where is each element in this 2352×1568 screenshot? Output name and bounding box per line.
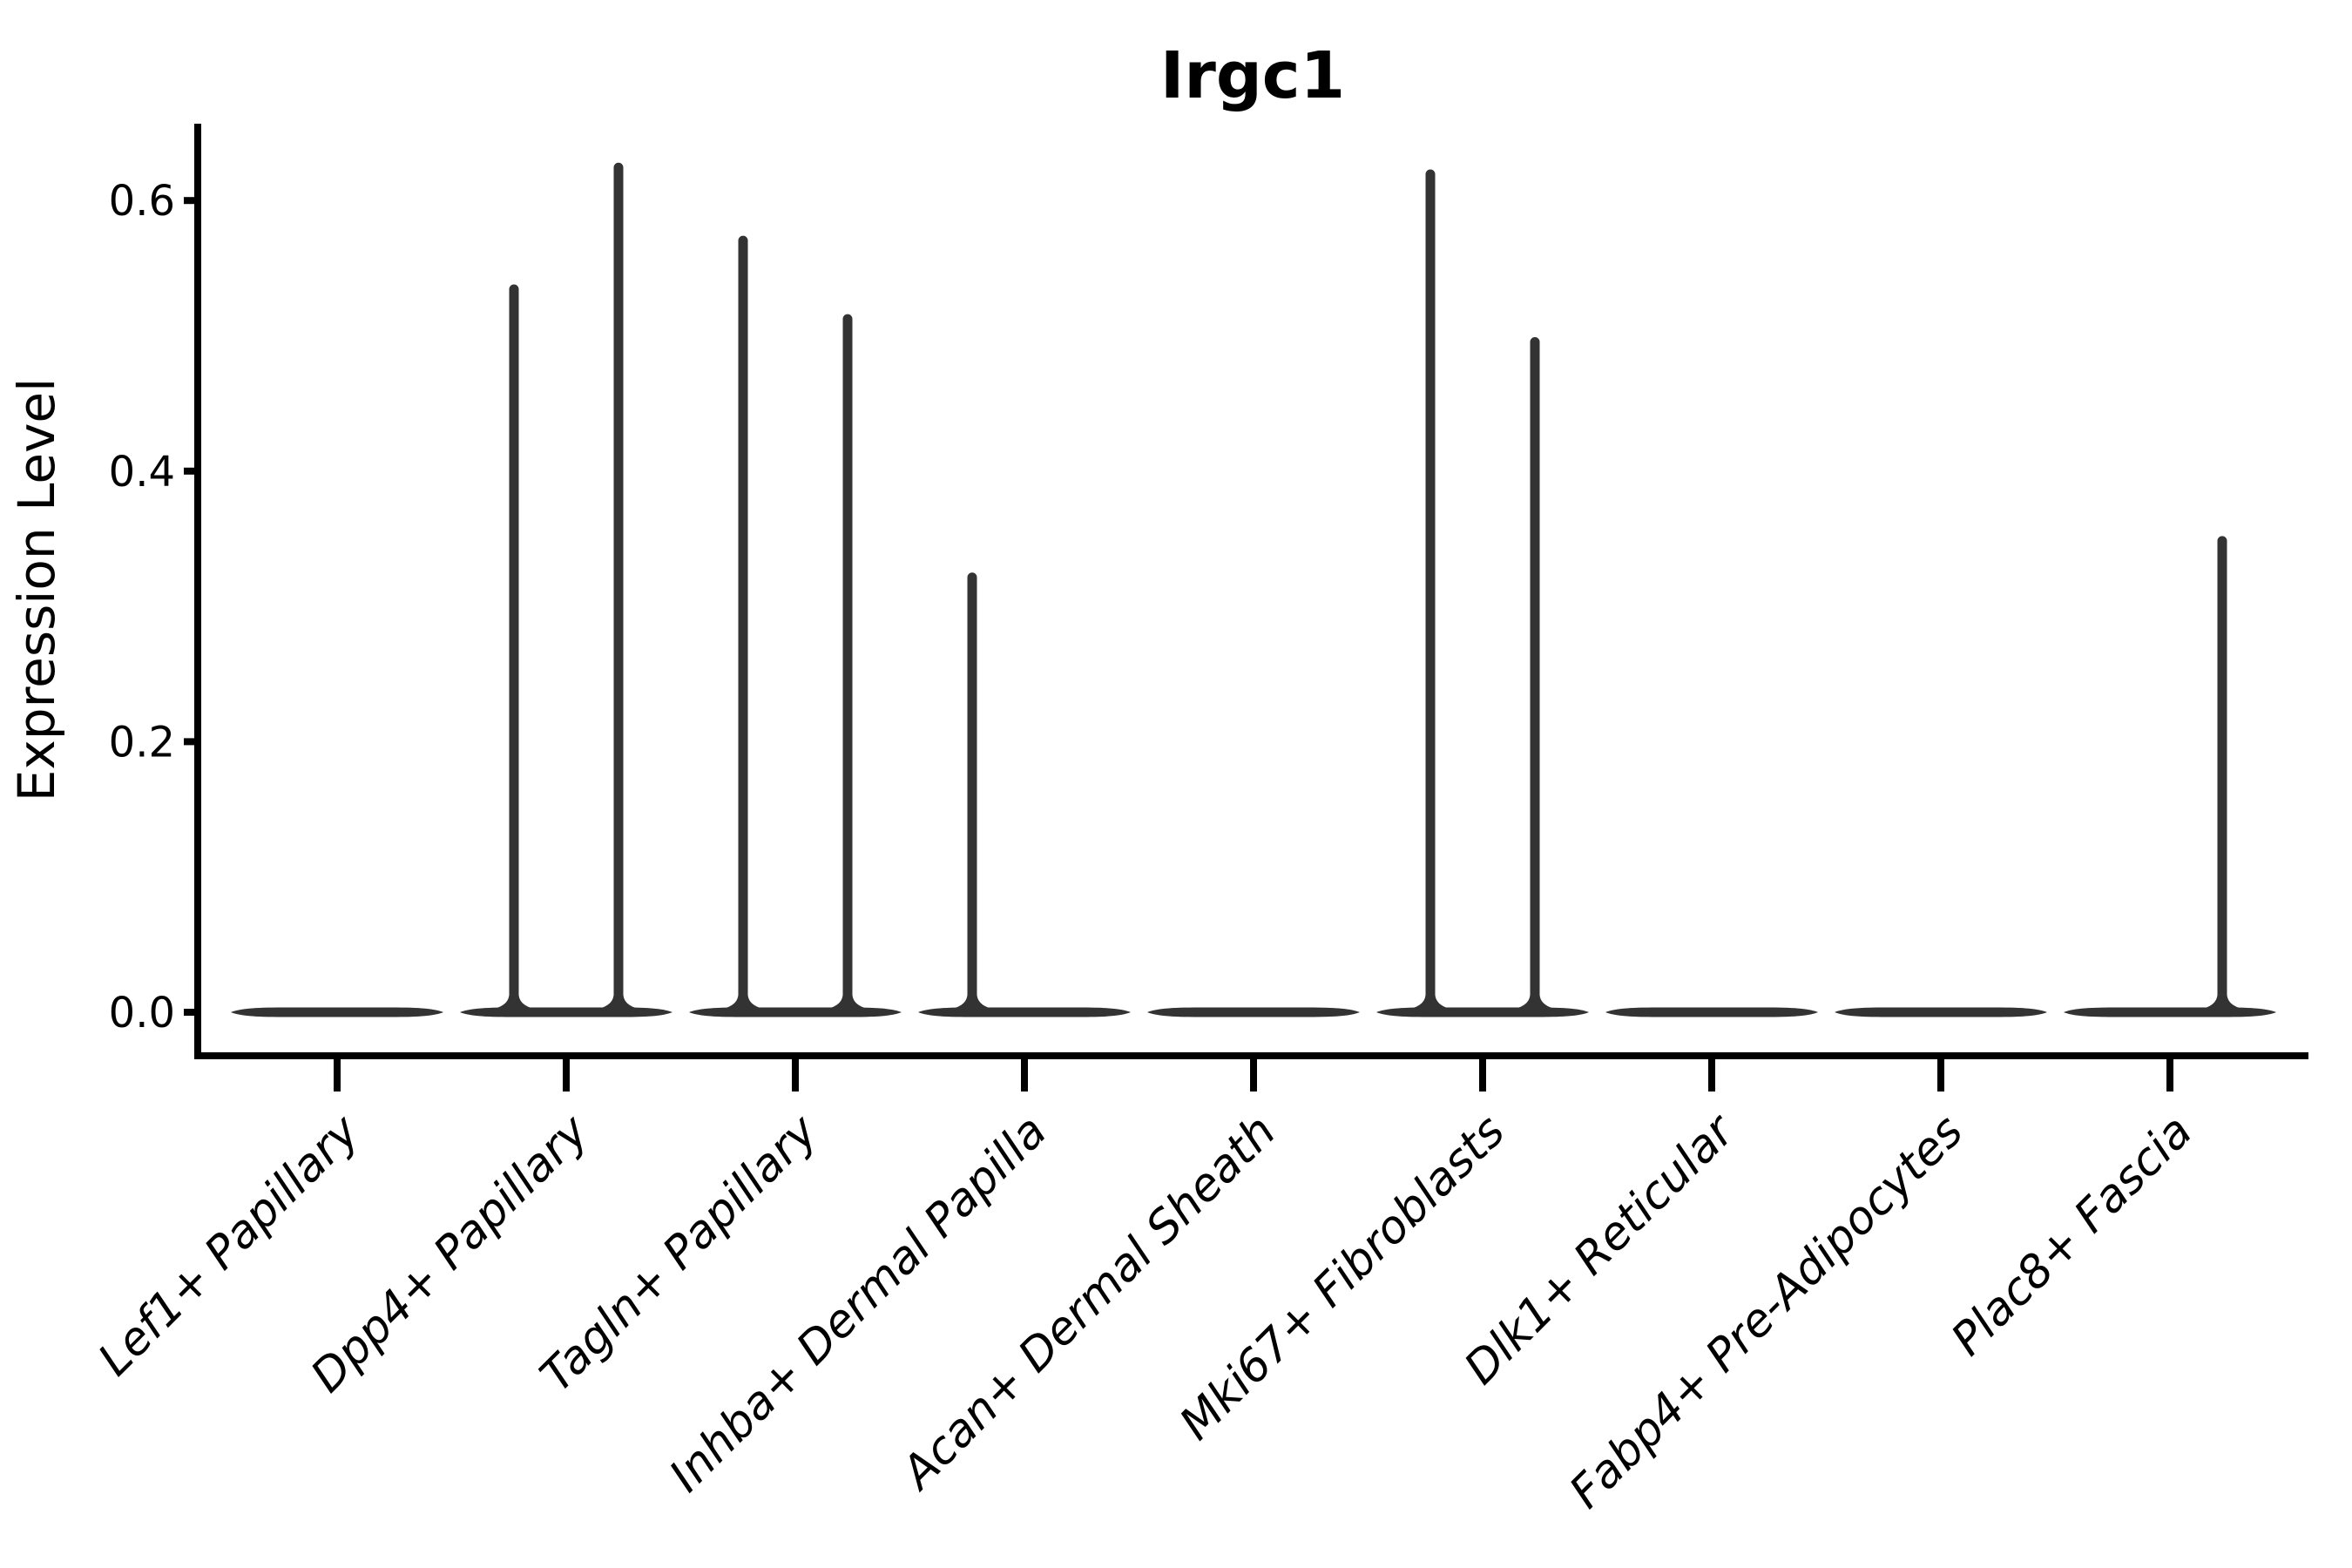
y-tick xyxy=(184,738,198,746)
y-axis-label: Expression Level xyxy=(7,378,66,801)
x-tick xyxy=(1937,1059,1944,1092)
x-tick xyxy=(334,1059,341,1092)
y-tick xyxy=(184,197,198,205)
x-tick xyxy=(792,1059,799,1092)
violin-spike xyxy=(946,572,998,1013)
violin-spike xyxy=(1509,337,1561,1014)
violin xyxy=(1605,1007,1818,1017)
y-tick-label: 0.4 xyxy=(109,448,175,497)
violin-spike xyxy=(717,235,769,1013)
violin xyxy=(1835,1007,2047,1017)
y-tick-label: 0.0 xyxy=(109,989,175,1037)
violin-base xyxy=(231,1007,443,1017)
x-tick xyxy=(1021,1059,1028,1092)
violin-base xyxy=(1147,1007,1360,1017)
violin-spike xyxy=(592,162,645,1013)
y-tick xyxy=(184,1009,198,1016)
violin xyxy=(1147,1007,1360,1017)
x-category-label: Acan+ Dermal Sheath xyxy=(890,1105,1286,1501)
y-tick-label: 0.6 xyxy=(109,177,175,226)
violin xyxy=(460,162,672,1017)
x-tick xyxy=(1479,1059,1486,1092)
chart-title: Irgc1 xyxy=(1160,38,1345,113)
violin xyxy=(231,1007,443,1017)
violin-spike xyxy=(488,284,540,1014)
y-tick-label: 0.2 xyxy=(109,718,175,767)
violin-base xyxy=(1835,1007,2047,1017)
y-tick xyxy=(184,467,198,475)
violin xyxy=(689,235,902,1017)
x-tick xyxy=(1708,1059,1715,1092)
x-tick xyxy=(2166,1059,2173,1092)
violin xyxy=(2064,536,2276,1017)
violin-spike xyxy=(2196,536,2248,1013)
x-category-label: Plac8+ Fascia xyxy=(1942,1105,2202,1366)
y-axis-spine xyxy=(194,124,201,1059)
x-tick xyxy=(563,1059,570,1092)
violins xyxy=(231,162,2276,1017)
violin xyxy=(1376,169,1589,1017)
x-tick xyxy=(1250,1059,1257,1092)
axes xyxy=(184,124,2308,1092)
x-category-label: Inhba+ Dermal Papilla xyxy=(659,1105,1057,1503)
violin-spike xyxy=(1404,169,1456,1013)
x-axis-spine xyxy=(194,1052,2308,1059)
violin-spike xyxy=(821,314,874,1013)
x-category-label: Fabp4+ Pre-Adipocytes xyxy=(1560,1105,1974,1519)
violin-base xyxy=(1605,1007,1818,1017)
violin xyxy=(918,572,1131,1017)
